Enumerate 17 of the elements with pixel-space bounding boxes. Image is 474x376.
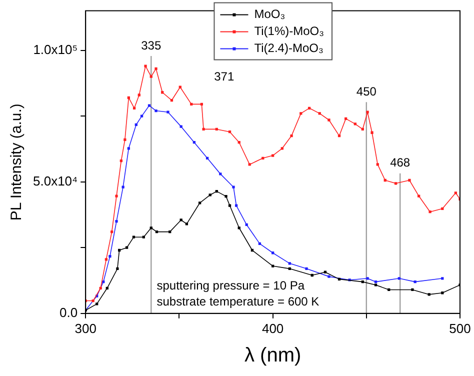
annotation: 371 bbox=[214, 70, 234, 84]
ref-line-label: 335 bbox=[141, 38, 162, 52]
legend-label: Ti(1%)-MoO₃ bbox=[254, 24, 324, 38]
x-tick-label: 500 bbox=[449, 320, 471, 336]
x-tick-label: 300 bbox=[74, 320, 96, 336]
annotation: substrate temperature = 600 K bbox=[156, 294, 320, 309]
y-tick-label: 1.0x10⁵ bbox=[33, 42, 78, 57]
x-tick-label: 400 bbox=[262, 320, 284, 336]
annotation: sputtering pressure = 10 Pa bbox=[156, 278, 305, 293]
y-axis-title: PL Intensity (a.u.) bbox=[8, 104, 26, 221]
ref-line-label: 468 bbox=[390, 156, 410, 170]
ref-line-label: 450 bbox=[356, 84, 377, 98]
y-tick-label: 0.0 bbox=[60, 304, 78, 320]
legend-label: MoO₃ bbox=[254, 7, 286, 22]
y-tick-label: 5.0x10⁴ bbox=[32, 173, 78, 188]
x-axis-title: λ (nm) bbox=[244, 344, 302, 367]
legend-label: Ti(2.4)-MoO₃ bbox=[254, 41, 324, 56]
